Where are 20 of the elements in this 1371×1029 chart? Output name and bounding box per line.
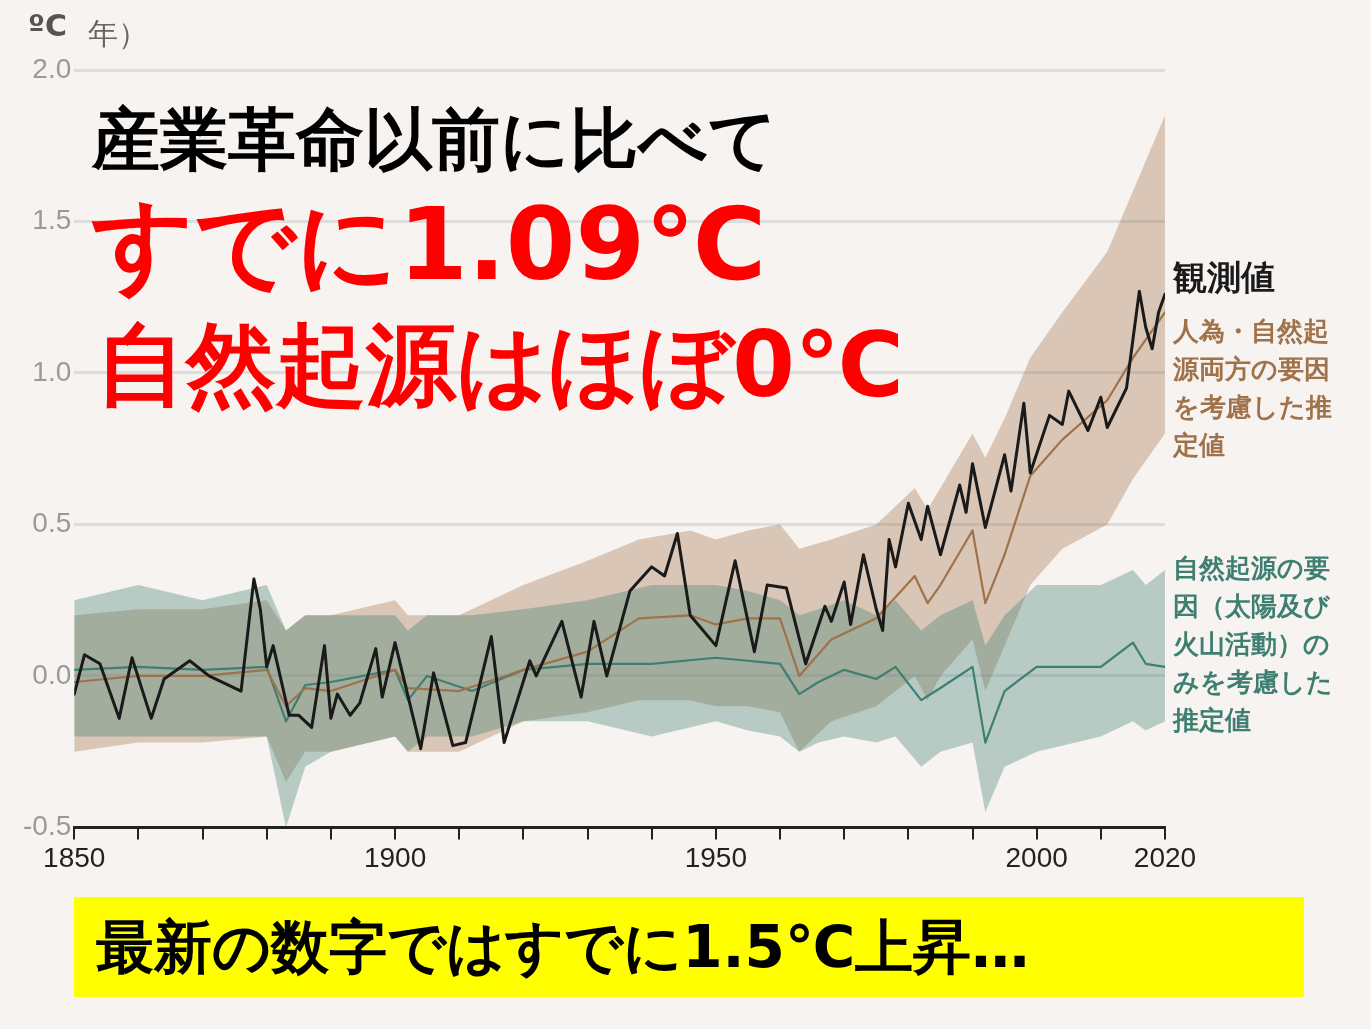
x-tick-label: 1900 (363, 841, 427, 873)
series-label: 自然起源の要因（太陽及び火山活動）のみを考慮した推定値 (1173, 551, 1334, 737)
x-tick-label: 2000 (1005, 841, 1068, 873)
y-tick-label: 0.5 (32, 507, 72, 539)
annotation: 産業革命以前に比べて (92, 99, 779, 181)
x-tick-label: 2020 (1133, 841, 1197, 873)
text: 最新の数字ではすでに1.5℃上昇… (74, 897, 1305, 998)
y-tick-label: 1.0 (32, 355, 72, 387)
annotation: すでに1.09℃ (92, 185, 767, 305)
annotation: 自然起源はほぼ0℃ (96, 311, 904, 419)
y-tick-label: 0.0 (32, 658, 72, 690)
y-axis-title: ºC (28, 8, 67, 43)
text: 年） (88, 15, 149, 53)
y-tick-label: 1.5 (32, 204, 72, 236)
y-tick-label: 2.0 (32, 52, 72, 84)
series-label: 人為・自然起源両方の要因を考慮した推定値 (1173, 315, 1333, 463)
x-tick-label: 1850 (43, 841, 106, 873)
x-tick-label: 1950 (684, 841, 748, 873)
y-tick-label: -0.5 (23, 810, 72, 842)
series-label: 観測値 (1173, 256, 1276, 297)
